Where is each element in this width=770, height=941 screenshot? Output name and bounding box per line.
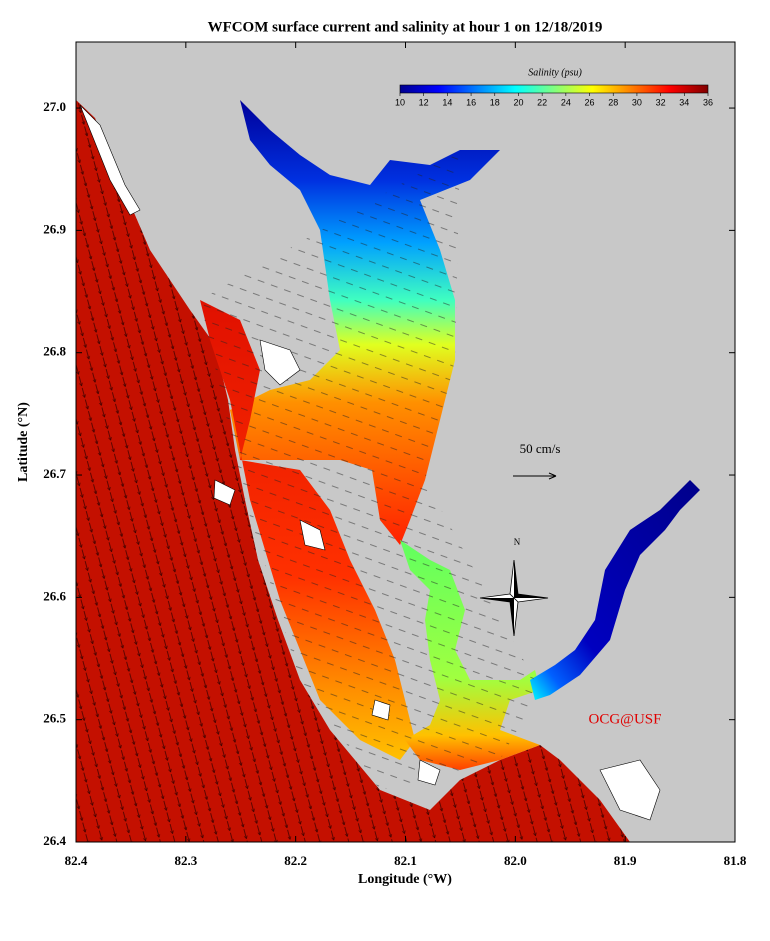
y-tick-label: 27.0: [43, 99, 66, 114]
colorbar-tick-label: 36: [703, 97, 713, 107]
scale-head: [548, 472, 557, 480]
water: [76, 100, 700, 842]
colorbar-tick-label: 16: [466, 97, 476, 107]
x-tick-label: 82.1: [394, 853, 417, 868]
gulf-currents: [76, 100, 630, 842]
y-axis-label: Latitude (°N): [16, 402, 31, 482]
y-tick-label: 26.5: [43, 711, 66, 726]
x-tick-label: 81.8: [724, 853, 747, 868]
island: [417, 759, 441, 786]
scale-arrow: [513, 472, 557, 480]
north-label: N: [514, 537, 521, 547]
colorbar: [399, 84, 709, 94]
colorbar-tick-label: 10: [395, 97, 405, 107]
colorbar-tick-label: 34: [679, 97, 689, 107]
y-tick-label: 26.4: [43, 833, 66, 848]
colorbar-label: Salinity (psu): [528, 67, 582, 78]
title: WFCOM surface current and salinity at ho…: [208, 19, 603, 35]
colorbar-tick-label: 22: [537, 97, 547, 107]
caloosahatchee-river: [530, 480, 700, 700]
colorbar-tick-label: 14: [442, 97, 452, 107]
colorbar-tick-label: 18: [490, 97, 500, 107]
colorbar-tick-label: 20: [513, 97, 523, 107]
island: [259, 339, 301, 386]
compass-shade: [480, 560, 548, 636]
island: [371, 699, 391, 721]
x-tick-label: 81.9: [614, 853, 637, 868]
island: [79, 104, 141, 216]
colorbar-tick-label: 30: [632, 97, 642, 107]
scale-label: 50 cm/s: [520, 441, 561, 456]
x-tick-label: 82.2: [284, 853, 307, 868]
x-tick-label: 82.0: [504, 853, 527, 868]
y-tick-label: 26.7: [43, 466, 66, 481]
y-tick-label: 26.8: [43, 344, 66, 359]
island: [213, 479, 236, 506]
island: [299, 519, 326, 551]
estuary-currents: [200, 150, 540, 790]
islands: [79, 104, 661, 821]
compass-rose: [479, 559, 549, 637]
x-tick-label: 82.4: [65, 853, 88, 868]
island: [599, 759, 661, 821]
colorbar-tick-label: 26: [585, 97, 595, 107]
x-tick-label: 82.3: [174, 853, 197, 868]
x-axis-label: Longitude (°W): [358, 872, 452, 887]
credit: OCG@USF: [588, 711, 661, 727]
colorbar-tick-label: 12: [419, 97, 429, 107]
y-tick-label: 26.9: [43, 221, 66, 236]
colorbar-tick-label: 24: [561, 97, 571, 107]
colorbar-tick-label: 32: [656, 97, 666, 107]
y-tick-label: 26.6: [43, 588, 66, 603]
colorbar-tick-label: 28: [608, 97, 618, 107]
